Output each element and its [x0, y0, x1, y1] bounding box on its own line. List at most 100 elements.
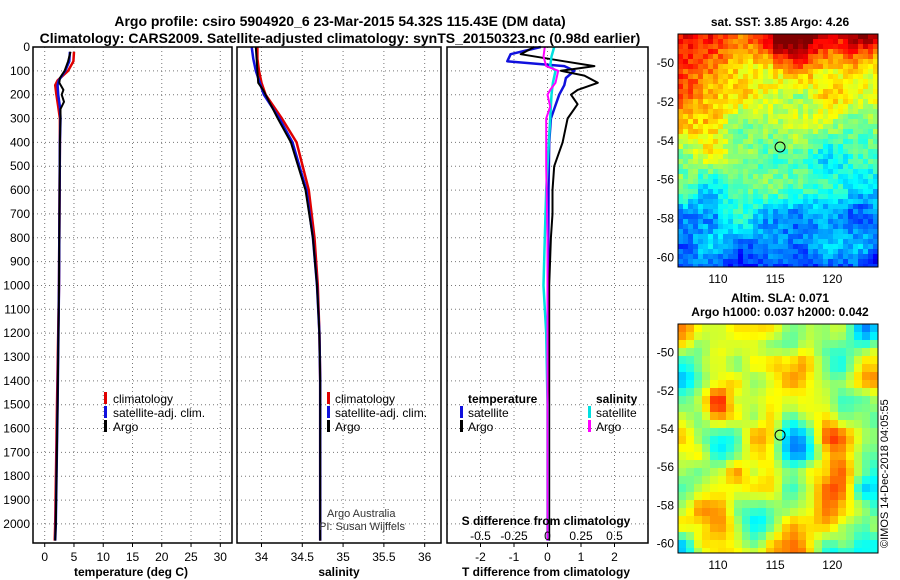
map-cell — [868, 104, 873, 109]
map-cell — [846, 524, 854, 532]
map-cell — [703, 149, 708, 154]
map-cell — [808, 204, 813, 209]
map-cell — [862, 420, 870, 428]
map-cell — [828, 224, 833, 229]
map-cell — [726, 492, 734, 500]
map-cell — [750, 484, 758, 492]
map-cell — [718, 412, 726, 420]
map-cell — [698, 179, 703, 184]
map-cell — [718, 179, 723, 184]
map-cell — [750, 540, 758, 548]
map-cell — [863, 254, 868, 259]
map-cell — [803, 199, 808, 204]
map-cell — [742, 332, 750, 340]
map-cell — [863, 69, 868, 74]
map-cell — [798, 224, 803, 229]
map-cell — [768, 214, 773, 219]
map-cell — [688, 259, 693, 264]
map-cell — [803, 79, 808, 84]
map-cell — [846, 380, 854, 388]
map-cell — [686, 420, 694, 428]
map-cell — [838, 139, 843, 144]
map-cell — [713, 189, 718, 194]
map-cell — [743, 204, 748, 209]
map-cell — [748, 234, 753, 239]
map-cell — [758, 64, 763, 69]
map-cell — [750, 404, 758, 412]
map-cell — [853, 184, 858, 189]
map-cell — [710, 484, 718, 492]
map-cell — [846, 516, 854, 524]
map-cell — [743, 99, 748, 104]
map-cell — [853, 94, 858, 99]
map-cell — [808, 74, 813, 79]
map-cell — [873, 129, 878, 134]
map-cell — [778, 214, 783, 219]
map-cell — [843, 209, 848, 214]
map-cell — [858, 264, 863, 267]
map-cell — [863, 64, 868, 69]
map-cell — [742, 340, 750, 348]
map-cell — [838, 159, 843, 164]
map-cell — [803, 49, 808, 54]
map-cell — [863, 179, 868, 184]
map-cell — [733, 174, 738, 179]
map-cell — [683, 74, 688, 79]
map-cell — [848, 229, 853, 234]
map-cell — [773, 149, 778, 154]
x-tick-label: -1 — [509, 550, 520, 564]
temperature-legend: climatology satellite-adj. clim. Argo — [104, 392, 205, 434]
map-cell — [778, 154, 783, 159]
map-cell — [858, 109, 863, 114]
map-cell — [854, 484, 862, 492]
map-cell — [868, 229, 873, 234]
map-cell — [693, 69, 698, 74]
map-cell — [726, 532, 734, 540]
map-cell — [773, 54, 778, 59]
map-cell — [873, 179, 878, 184]
map-cell — [788, 69, 793, 74]
map-cell — [763, 239, 768, 244]
map-cell — [873, 154, 878, 159]
map-cell — [718, 340, 726, 348]
map-cell — [798, 204, 803, 209]
map-cell — [808, 144, 813, 149]
map-cell — [788, 264, 793, 267]
map-cell — [863, 84, 868, 89]
map-cell — [853, 204, 858, 209]
map-cell — [718, 174, 723, 179]
map-cell — [688, 194, 693, 199]
map-cell — [708, 239, 713, 244]
map-cell — [678, 239, 683, 244]
map-cell — [873, 214, 878, 219]
map-cell — [790, 380, 798, 388]
map-cell — [774, 460, 782, 468]
map-cell — [853, 244, 858, 249]
map-cell — [823, 84, 828, 89]
map-cell — [743, 174, 748, 179]
map-cell — [748, 39, 753, 44]
map-cell — [783, 194, 788, 199]
map-cell — [683, 164, 688, 169]
map-cell — [710, 548, 718, 553]
map-cell — [783, 249, 788, 254]
map-cell — [848, 209, 853, 214]
map-cell — [783, 104, 788, 109]
map-cell — [750, 412, 758, 420]
map-cell — [678, 214, 683, 219]
map-cell — [728, 74, 733, 79]
map-cell — [790, 324, 798, 332]
map-cell — [848, 224, 853, 229]
map-cell — [814, 460, 822, 468]
map-cell — [798, 484, 806, 492]
map-cell — [858, 144, 863, 149]
map-cell — [783, 169, 788, 174]
map-cell — [862, 468, 870, 476]
map-cell — [783, 84, 788, 89]
map-cell — [823, 164, 828, 169]
map-cell — [803, 39, 808, 44]
map-cell — [782, 420, 790, 428]
map-cell — [698, 209, 703, 214]
map-cell — [813, 259, 818, 264]
difference-panel: -2 -1 0 1 2 -0.5 -0.25 0 0.25 0.5 T difference f… — [446, 45, 649, 579]
